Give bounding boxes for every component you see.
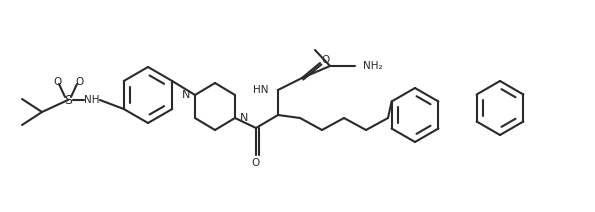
Text: NH: NH — [84, 95, 100, 105]
Text: N: N — [181, 90, 190, 100]
Text: O: O — [322, 55, 330, 65]
Text: HN: HN — [252, 85, 268, 95]
Text: O: O — [53, 77, 61, 87]
Text: S: S — [64, 93, 72, 106]
Text: NH₂: NH₂ — [363, 61, 383, 71]
Text: N: N — [240, 113, 248, 123]
Text: O: O — [252, 158, 260, 168]
Text: O: O — [75, 77, 83, 87]
